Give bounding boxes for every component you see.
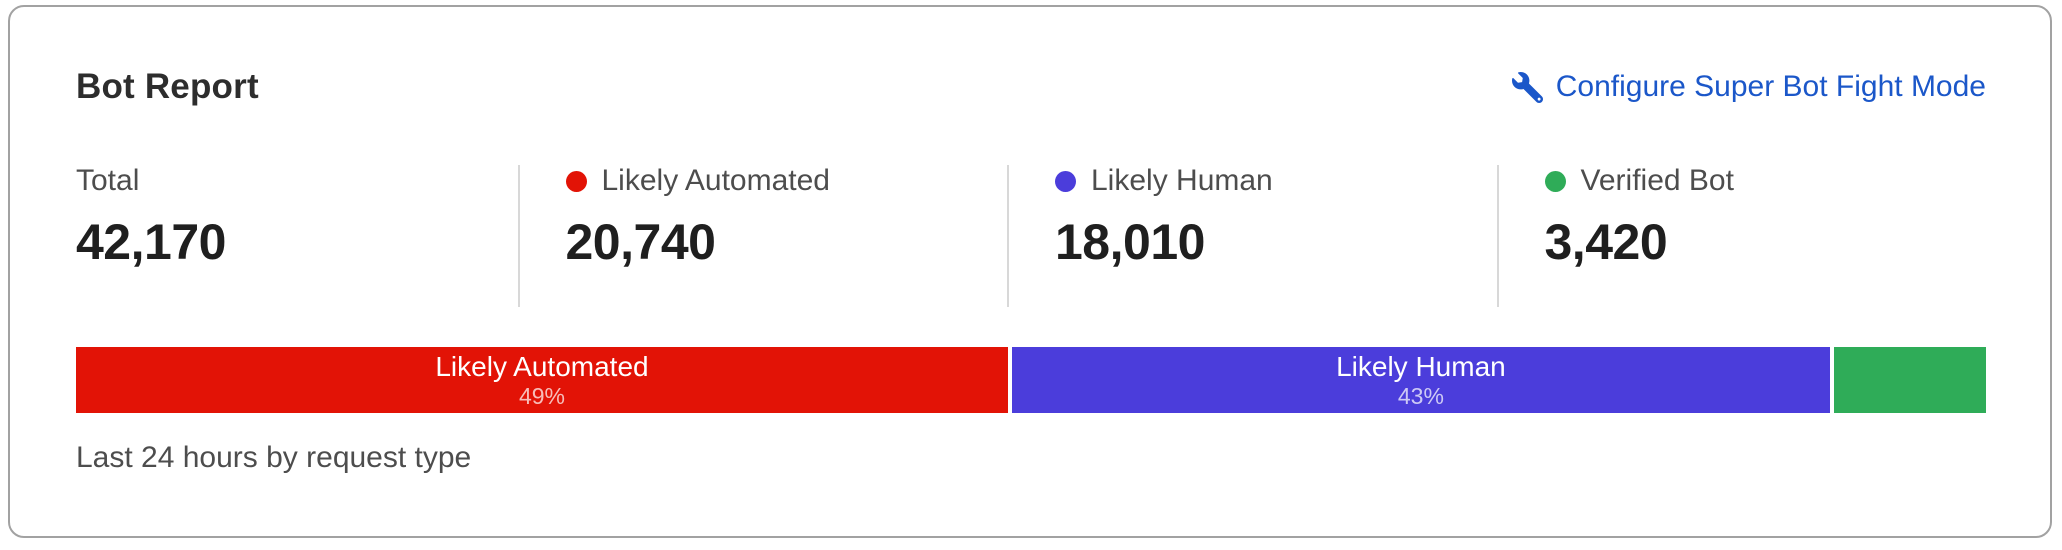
likely-automated-dot-icon [565,170,587,192]
bar-segment-percent: 49% [518,382,566,409]
stat-label: Verified Bot [1580,164,1734,197]
bar-segment-label: Likely Human [1336,350,1506,382]
bot-report-card: Bot Report Configure Super Bot Fight Mod… [8,5,2052,538]
card-header: Bot Report Configure Super Bot Fight Mod… [76,65,1986,109]
bar-segment-label: Likely Automated [435,350,649,382]
likely-human-dot-icon [1055,170,1076,192]
stat-label-row: Verified Bot [1544,164,1987,197]
stat-label-row: Total [76,164,518,197]
stat-value: 18,010 [1055,214,1205,270]
bar-segment-percent: 43% [1397,382,1444,409]
wrench-icon [1511,71,1543,103]
stat-label: Likely Human [1091,164,1273,197]
stat-verified-bot: Verified Bot 3,420 [1496,164,1987,307]
time-range-caption: Last 24 hours by request type [76,441,472,474]
page-title: Bot Report [76,67,259,106]
stat-likely-automated: Likely Automated 20,740 [517,164,1008,307]
stat-likely-human: Likely Human 18,010 [1007,164,1497,307]
stat-value: 20,740 [565,214,716,270]
request-type-stacked-bar: Likely Automated 49% Likely Human 43% [76,347,1986,413]
stats-row: Total 42,170 Likely Automated 20,740 Lik… [76,164,1987,307]
stat-label-row: Likely Automated [565,164,1008,197]
stat-label: Likely Automated [601,164,830,197]
stat-value: 3,420 [1544,214,1668,270]
bar-segment-likely-automated: Likely Automated 49% [76,347,1008,413]
configure-link-label: Configure Super Bot Fight Mode [1555,70,1986,103]
bar-segment-verified-bot [1833,347,1986,413]
stat-label-row: Likely Human [1055,164,1497,197]
bar-segment-likely-human: Likely Human 43% [1011,347,1830,413]
stat-label: Total [76,164,140,197]
stat-value: 42,170 [76,214,226,270]
stat-total: Total 42,170 [76,164,518,307]
configure-super-bot-fight-mode-link[interactable]: Configure Super Bot Fight Mode [1511,70,1986,104]
verified-bot-dot-icon [1544,170,1566,192]
